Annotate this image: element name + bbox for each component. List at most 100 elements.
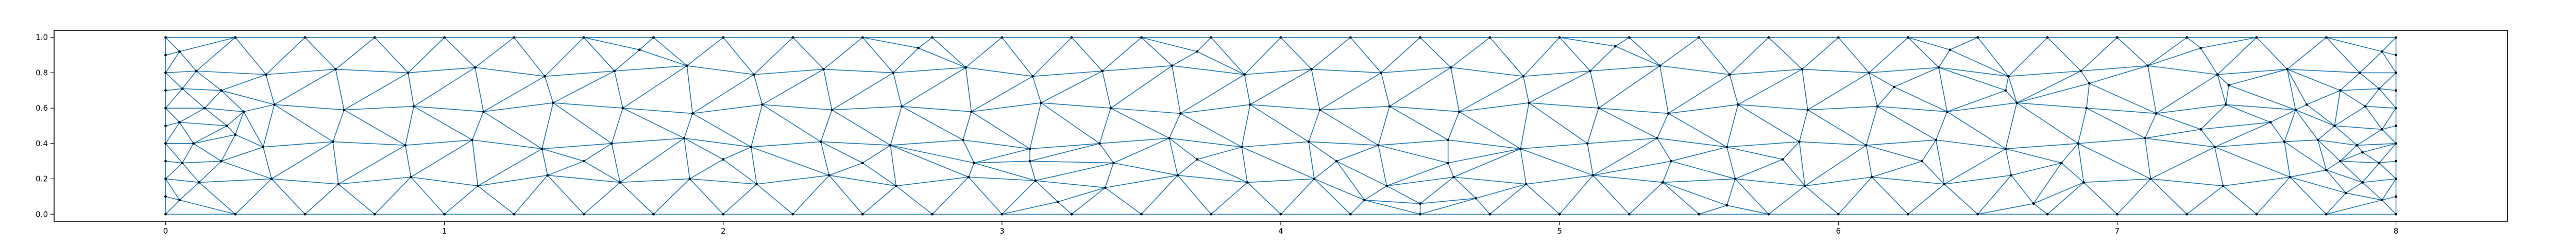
mesh-edge (182, 161, 222, 164)
mesh-nodes (164, 36, 2397, 216)
mesh-edge (1947, 102, 2017, 112)
mesh-edge (1364, 200, 1420, 215)
mesh-edge (962, 139, 1030, 149)
mesh-edge (478, 148, 543, 186)
mesh-edge (2326, 37, 2382, 52)
mesh-edge (751, 146, 829, 176)
mesh-edge (2382, 196, 2396, 201)
mesh-node (970, 110, 973, 113)
mesh-edge (828, 175, 863, 215)
mesh-edge (165, 161, 183, 164)
x-tick-label: 4 (1278, 226, 1283, 236)
mesh-edge (1726, 147, 1736, 179)
mesh-edge (2147, 47, 2201, 66)
mesh-node (1070, 213, 1073, 216)
mesh-edge (1113, 162, 1178, 176)
mesh-edge (413, 67, 476, 107)
mesh-edge (2270, 122, 2285, 142)
mesh-edge (335, 68, 409, 74)
mesh-edge (723, 184, 757, 215)
mesh-edge (193, 143, 222, 162)
mesh-edge (2223, 185, 2257, 215)
mesh-edge (1244, 74, 1251, 105)
mesh-edge (832, 105, 902, 111)
mesh-node (1591, 174, 1595, 177)
mesh-node (1976, 36, 1979, 39)
mesh-node (220, 160, 223, 163)
mesh-node (2333, 125, 2336, 127)
mesh-node (1806, 109, 1809, 111)
mesh-edge (1735, 178, 1805, 187)
mesh-edge (2005, 102, 2018, 149)
mesh-edge (478, 174, 548, 187)
mesh-node (477, 184, 479, 187)
mesh-node (164, 160, 167, 163)
mesh-edge (1738, 104, 1800, 143)
mesh-edge (2228, 68, 2287, 86)
mesh-edge (2147, 65, 2218, 75)
mesh-edge (1629, 182, 1663, 215)
mesh-edge (1871, 161, 1922, 178)
mesh-edge (689, 159, 724, 180)
mesh-node (1001, 36, 1004, 39)
mesh-edge (265, 74, 275, 105)
mesh-node (1976, 213, 1979, 216)
mesh-edge (553, 102, 623, 109)
mesh-edge (243, 111, 264, 148)
mesh-edge (622, 65, 687, 109)
mesh-edge (2083, 182, 2117, 215)
mesh-node (2395, 213, 2397, 216)
mesh-edge (1280, 37, 1312, 70)
mesh-edge (545, 70, 615, 77)
mesh-node (471, 138, 474, 142)
mesh-edge (541, 148, 548, 175)
mesh-edge (2340, 145, 2358, 162)
mesh-edge (751, 141, 821, 148)
mesh-edge (753, 37, 793, 75)
mesh-edge (1592, 174, 1663, 183)
mesh-edge (2005, 76, 2009, 91)
mesh-edge (1894, 67, 1939, 87)
mesh-edge (1663, 178, 1736, 183)
mesh-edge (1590, 65, 1660, 72)
mesh-edge (199, 178, 272, 183)
mesh-edge (332, 142, 339, 184)
mesh-edge (1041, 102, 1111, 109)
mesh-edge (1866, 145, 1922, 162)
x-axis: 0 1 2 3 4 5 6 7 8 (163, 221, 2399, 236)
mesh-edge (1559, 175, 1594, 215)
mesh-node (964, 66, 967, 69)
mesh-edge (483, 102, 553, 112)
mesh-edge (2147, 37, 2188, 66)
mesh-edge (2381, 37, 2397, 52)
mesh-edge (1105, 163, 1114, 188)
mesh-node (2046, 213, 2049, 216)
mesh-edge (1319, 109, 1379, 146)
mesh-edge (344, 105, 414, 111)
y-tick-label: 0.2 (36, 174, 48, 184)
mesh-edge (1002, 201, 1058, 215)
mesh-node (2015, 101, 2019, 104)
mesh-node (1458, 110, 1461, 113)
mesh-node (1279, 213, 1282, 216)
y-tick-label: 0.0 (36, 209, 48, 219)
mesh-node (1001, 213, 1004, 216)
mesh-node (1945, 110, 1948, 113)
mesh-edge (1587, 108, 1599, 144)
mesh-edge (1453, 148, 1521, 178)
mesh-edge (1029, 143, 1100, 162)
mesh-edge (1247, 178, 1314, 183)
mesh-edge (1598, 108, 1669, 114)
mesh-edge (2089, 83, 2157, 114)
mesh-node (1614, 45, 1617, 48)
mesh-edge (1589, 70, 1599, 109)
mesh-node (1040, 101, 1043, 104)
mesh-edge (1807, 109, 1867, 146)
mesh-edge (1476, 184, 1527, 199)
mesh-edge (474, 37, 515, 68)
mesh-edge (1947, 90, 2006, 112)
mesh-edge (1729, 74, 1739, 105)
x-tick-label: 8 (2394, 226, 2399, 236)
mesh-edge (1738, 104, 1808, 111)
mesh-edge (2077, 143, 2084, 183)
